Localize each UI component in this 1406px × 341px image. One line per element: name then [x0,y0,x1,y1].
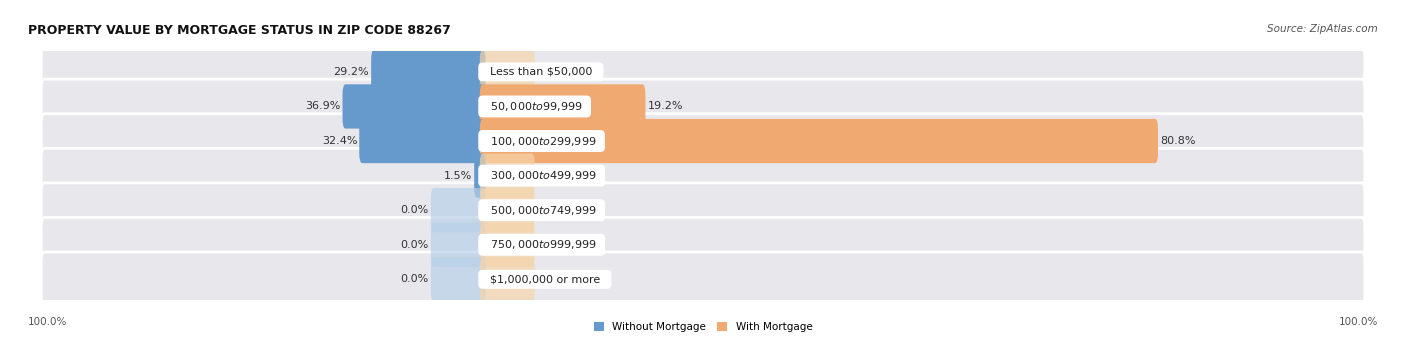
Text: $750,000 to $999,999: $750,000 to $999,999 [482,238,600,251]
Text: Source: ZipAtlas.com: Source: ZipAtlas.com [1267,24,1378,34]
Text: $500,000 to $749,999: $500,000 to $749,999 [482,204,600,217]
FancyBboxPatch shape [479,188,534,232]
FancyBboxPatch shape [41,148,1365,203]
Text: 29.2%: 29.2% [333,67,370,77]
Text: $50,000 to $99,999: $50,000 to $99,999 [482,100,586,113]
FancyBboxPatch shape [479,257,534,301]
FancyBboxPatch shape [41,183,1365,237]
FancyBboxPatch shape [430,223,485,267]
Text: $100,000 to $299,999: $100,000 to $299,999 [482,135,600,148]
Text: $300,000 to $499,999: $300,000 to $499,999 [482,169,600,182]
Text: $1,000,000 or more: $1,000,000 or more [482,275,607,284]
Legend: Without Mortgage, With Mortgage: Without Mortgage, With Mortgage [593,322,813,332]
Text: 36.9%: 36.9% [305,102,340,112]
Text: 100.0%: 100.0% [28,317,67,327]
Text: Less than $50,000: Less than $50,000 [482,67,599,77]
FancyBboxPatch shape [41,218,1365,272]
FancyBboxPatch shape [479,84,645,129]
Text: 80.8%: 80.8% [1160,136,1195,146]
FancyBboxPatch shape [41,114,1365,168]
FancyBboxPatch shape [360,119,485,163]
FancyBboxPatch shape [479,119,1159,163]
FancyBboxPatch shape [41,45,1365,99]
Text: 0.0%: 0.0% [401,205,429,215]
FancyBboxPatch shape [474,153,485,198]
FancyBboxPatch shape [479,223,534,267]
FancyBboxPatch shape [371,50,485,94]
Text: 0.0%: 0.0% [537,205,565,215]
FancyBboxPatch shape [41,79,1365,134]
FancyBboxPatch shape [343,84,485,129]
FancyBboxPatch shape [430,257,485,301]
Text: 0.0%: 0.0% [401,240,429,250]
Text: 0.0%: 0.0% [537,240,565,250]
FancyBboxPatch shape [479,50,534,94]
Text: 0.0%: 0.0% [537,67,565,77]
FancyBboxPatch shape [430,188,485,232]
Text: PROPERTY VALUE BY MORTGAGE STATUS IN ZIP CODE 88267: PROPERTY VALUE BY MORTGAGE STATUS IN ZIP… [28,24,451,37]
Text: 0.0%: 0.0% [401,275,429,284]
FancyBboxPatch shape [479,153,534,198]
Text: 100.0%: 100.0% [1339,317,1378,327]
Text: 32.4%: 32.4% [322,136,357,146]
Text: 0.0%: 0.0% [537,275,565,284]
FancyBboxPatch shape [41,252,1365,307]
Text: 19.2%: 19.2% [647,102,683,112]
Text: 1.5%: 1.5% [444,170,472,181]
Text: 0.0%: 0.0% [537,170,565,181]
